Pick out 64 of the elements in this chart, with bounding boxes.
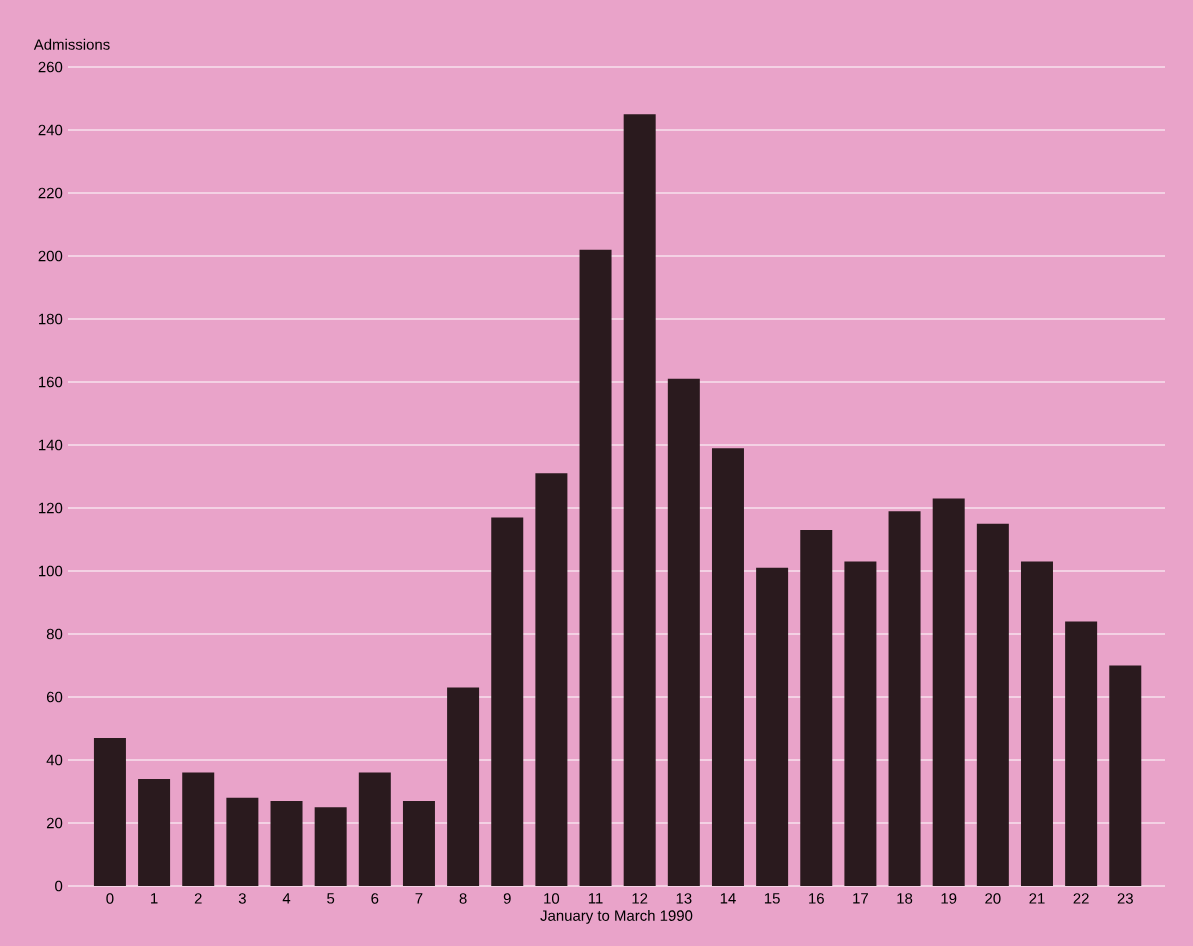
bar <box>226 797 259 886</box>
y-tick-label: 200 <box>38 250 63 262</box>
y-tick-label: 120 <box>39 502 63 514</box>
x-tick-label: 5 <box>327 893 335 904</box>
x-tick-label: 7 <box>415 893 423 904</box>
y-tick-label: 100 <box>39 565 63 577</box>
y-tick-label: 240 <box>38 124 63 136</box>
x-tick-label: 4 <box>282 893 291 904</box>
bar <box>182 772 215 886</box>
x-tick-label: 18 <box>897 893 913 904</box>
x-tick-label: 0 <box>106 893 114 904</box>
x-tick-label: 21 <box>1029 893 1045 904</box>
x-axis-title: January to March 1990 <box>540 909 693 924</box>
bar <box>579 249 612 886</box>
x-tick-label: 14 <box>720 893 736 904</box>
bar <box>888 511 921 886</box>
bar <box>667 378 700 886</box>
x-tick-label: 17 <box>853 893 868 904</box>
x-tick-label: 12 <box>632 893 648 904</box>
bar <box>932 498 965 886</box>
x-tick-label: 16 <box>809 893 824 904</box>
x-tick-label: 15 <box>764 893 780 904</box>
x-tick-label: 19 <box>941 893 957 904</box>
bar <box>711 448 744 886</box>
bar <box>491 517 524 886</box>
bar <box>1020 561 1053 886</box>
bar <box>358 772 391 886</box>
x-tick-label: 13 <box>676 893 692 904</box>
bar <box>402 800 435 886</box>
x-tick-label: 9 <box>503 893 511 904</box>
bar <box>138 778 171 886</box>
x-tick-label: 6 <box>371 893 379 904</box>
bar <box>447 687 480 886</box>
y-tick-label: 60 <box>46 691 63 703</box>
bar <box>1109 665 1142 886</box>
y-tick-label: 180 <box>39 313 63 325</box>
y-tick-label: 220 <box>38 187 63 199</box>
x-tick-label: 8 <box>459 893 467 904</box>
bar <box>800 530 833 886</box>
y-tick-label: 0 <box>55 880 63 892</box>
y-tick-label: 160 <box>39 376 63 388</box>
y-tick-label: 260 <box>38 61 63 73</box>
bar <box>93 737 126 886</box>
x-tick-label: 10 <box>544 893 560 904</box>
y-tick-label: 40 <box>46 754 63 766</box>
bar <box>1065 621 1098 886</box>
bar <box>756 567 789 886</box>
y-tick-label: 140 <box>39 439 63 451</box>
x-tick-label: 23 <box>1117 893 1133 904</box>
bar <box>535 473 568 886</box>
x-tick-label: 2 <box>194 893 202 904</box>
bar <box>844 561 877 886</box>
bar <box>314 807 347 886</box>
x-tick-label: 1 <box>151 893 158 904</box>
x-tick-label: 11 <box>588 893 603 904</box>
x-tick-label: 20 <box>985 893 1001 904</box>
y-axis-title: Admissions <box>33 38 110 50</box>
y-tick-label: 80 <box>46 628 63 640</box>
y-tick-label: 20 <box>46 817 63 829</box>
bar <box>976 523 1009 886</box>
x-tick-label: 22 <box>1073 893 1089 904</box>
x-tick-label: 3 <box>238 893 246 904</box>
bar <box>623 114 656 886</box>
bar <box>270 800 303 886</box>
